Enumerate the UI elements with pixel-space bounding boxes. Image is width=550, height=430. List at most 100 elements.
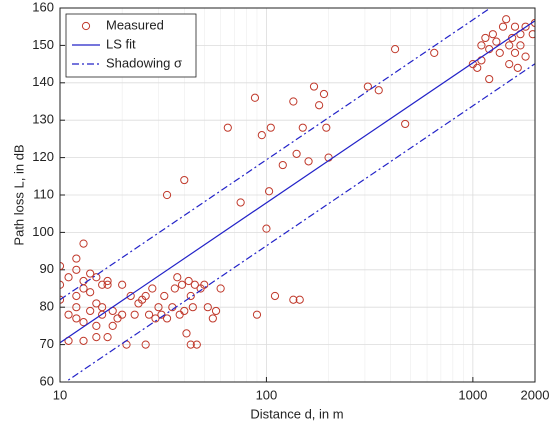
y-tick-label: 120 [32,149,54,164]
y-tick-label: 100 [32,224,54,239]
data-point [175,310,184,319]
data-point [182,329,191,338]
legend-label: Measured [106,17,164,32]
data-point [173,273,182,282]
data-point [498,22,508,31]
data-point [72,291,81,301]
data-point [309,82,319,91]
y-axis-label: Path loss L, in dB [11,144,26,245]
x-axis-label: Distance d, in m [250,406,343,421]
y-tick-label: 90 [40,261,54,276]
data-point [141,291,150,301]
y-tick-label: 80 [40,299,54,314]
data-point [401,119,410,129]
data-point [508,33,517,43]
y-tick-label: 150 [32,37,54,52]
data-point [148,284,157,293]
data-point [363,82,372,91]
data-point [257,131,266,140]
data-point [64,273,73,282]
data-point [521,52,530,61]
data-point [488,30,497,39]
data-point [118,280,127,289]
data-point [485,74,494,84]
x-tick-label: 10 [53,387,67,402]
data-point [118,310,127,319]
data-point [86,306,95,316]
data-point [141,340,150,349]
data-point [126,291,135,301]
data-point [103,333,112,342]
data-point [289,295,298,304]
data-point [86,269,95,278]
data-point [103,276,112,286]
legend-label: LS fit [106,36,136,51]
data-point [528,30,535,39]
data-point [315,101,324,110]
data-point [477,41,486,50]
data-point [98,310,107,319]
data-point [292,149,301,158]
data-point [92,299,101,308]
data-point [289,97,298,106]
data-point [319,89,329,99]
legend-label: Shadowing σ [106,55,182,70]
data-point [252,310,262,319]
data-point [72,265,81,274]
data-point [151,314,160,323]
data-point [236,198,245,207]
data-point [473,63,482,72]
data-point [170,284,179,293]
x-tick-label: 1000 [458,387,487,402]
data-point [186,340,195,349]
axes-frame [59,7,536,383]
data-point [184,276,193,286]
data-point [270,291,280,301]
data-point [154,303,163,312]
data-point [492,37,501,46]
data-point [510,48,520,57]
data-point [295,295,304,304]
data-point [192,340,201,349]
y-tick-label: 70 [40,336,54,351]
data-point [278,160,287,170]
plot-area [60,8,535,382]
data-point [92,333,101,342]
data-point [72,303,81,312]
x-tick-label: 100 [256,387,278,402]
data-point [79,318,88,327]
data-point [190,280,199,289]
data-point [266,123,275,132]
line [60,20,535,344]
data-point [64,310,73,319]
data-point [86,288,95,297]
data-point [298,123,307,132]
data-point [72,314,81,323]
data-point [200,280,209,289]
data-point [113,314,122,323]
data-point [505,41,514,50]
data-point [177,280,187,289]
y-tick-label: 110 [33,186,54,201]
data-point [223,123,232,132]
data-point [430,48,439,57]
data-point [72,254,81,263]
data-point [203,303,212,312]
data-point [162,314,172,323]
data-point [92,273,101,282]
data-point [79,276,88,286]
data-point [322,123,331,132]
data-point [390,45,400,54]
data-point [262,224,271,233]
x-tick-label: 2000 [521,387,550,402]
y-tick-label: 140 [32,74,54,89]
data-point [162,190,172,200]
data-point [502,15,511,24]
data-point [180,306,189,316]
data-point [513,63,522,72]
data-point [505,60,514,69]
y-tick-label: 130 [32,112,54,127]
data-point [92,321,101,330]
data-point [98,280,107,289]
